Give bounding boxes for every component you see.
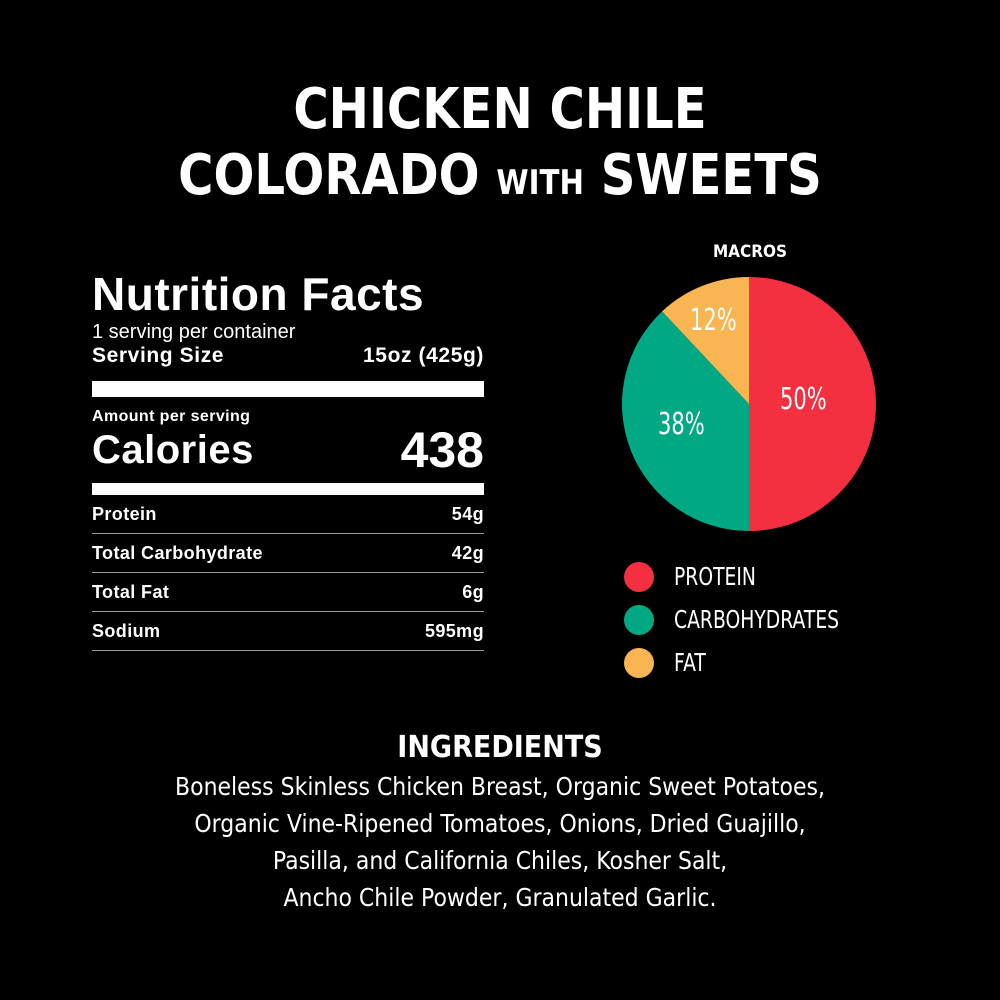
pie-label-protein: 50% bbox=[780, 382, 827, 417]
title-sweets: SWEETS bbox=[600, 143, 822, 208]
macros-chart: MACROS 50% 38% 12% bbox=[620, 240, 880, 531]
thick-divider bbox=[92, 381, 484, 397]
legend-item-carbohydrates: CARBOHYDRATES bbox=[624, 598, 894, 641]
title-line-2: COLORADO WITH SWEETS bbox=[70, 144, 930, 215]
nutrient-label: Protein bbox=[92, 504, 157, 524]
medium-divider bbox=[92, 483, 484, 495]
pie-label-carbohydrates: 38% bbox=[658, 407, 705, 442]
nutrient-row-fat: Total Fat 6g bbox=[92, 573, 484, 612]
macros-legend: PROTEIN CARBOHYDRATES FAT bbox=[624, 555, 894, 684]
pie-label-fat: 12% bbox=[690, 303, 737, 338]
pie-slice-carbohydrates bbox=[622, 311, 749, 531]
calories-label: Calories bbox=[92, 428, 254, 472]
serving-size-label: Serving Size bbox=[92, 344, 225, 367]
carbohydrates-color-dot-icon bbox=[624, 604, 654, 635]
protein-color-dot-icon bbox=[624, 561, 654, 592]
serving-size-row: Serving Size 15oz (425g) bbox=[92, 343, 484, 369]
amount-per-serving: Amount per serving bbox=[92, 408, 251, 425]
nutrient-value: 595mg bbox=[424, 621, 484, 641]
ingredients-line: Organic Vine-Ripened Tomatoes, Onions, D… bbox=[194, 809, 806, 838]
nutrient-row-carbohydrate: Total Carbohydrate 42g bbox=[92, 534, 484, 573]
product-title: CHICKEN CHILE COLORADO WITH SWEETS bbox=[70, 78, 930, 215]
ingredients-section: INGREDIENTS Boneless Skinless Chicken Br… bbox=[0, 728, 1000, 916]
nutrient-value: 54g bbox=[451, 504, 484, 524]
macros-pie-chart bbox=[622, 277, 876, 531]
pie-slice-fat bbox=[662, 277, 749, 404]
ingredients-line: Ancho Chile Powder, Granulated Garlic. bbox=[283, 883, 717, 912]
nutrient-value: 6g bbox=[462, 582, 484, 602]
calories-value: 438 bbox=[400, 422, 484, 478]
pie-slice-protein bbox=[749, 277, 876, 531]
title-colorado: COLORADO bbox=[178, 143, 480, 208]
nutrient-label: Total Fat bbox=[92, 582, 170, 602]
nutrient-value: 42g bbox=[451, 543, 484, 563]
nutrient-label: Total Carbohydrate bbox=[92, 543, 263, 563]
legend-label: CARBOHYDRATES bbox=[674, 605, 840, 634]
calories-row: Calories 438 bbox=[92, 422, 484, 478]
legend-label: FAT bbox=[674, 648, 706, 677]
nutrition-facts-heading: Nutrition Facts bbox=[92, 268, 425, 320]
nutrient-row-protein: Protein 54g bbox=[92, 495, 484, 534]
legend-item-protein: PROTEIN bbox=[624, 555, 894, 598]
ingredients-line: Boneless Skinless Chicken Breast, Organi… bbox=[175, 772, 825, 801]
macros-title: MACROS bbox=[712, 242, 788, 262]
legend-item-fat: FAT bbox=[624, 641, 894, 684]
ingredients-heading: INGREDIENTS bbox=[397, 730, 603, 765]
legend-label: PROTEIN bbox=[674, 562, 756, 591]
title-with: WITH bbox=[496, 163, 584, 203]
title-line-1: CHICKEN CHILE bbox=[293, 77, 707, 142]
nutrient-label: Sodium bbox=[92, 621, 161, 641]
fat-color-dot-icon bbox=[624, 647, 654, 678]
servings-per-container: 1 serving per container bbox=[92, 321, 296, 343]
nutrition-facts-panel: Nutrition Facts 1 serving per container … bbox=[92, 268, 484, 651]
serving-size-value: 15oz (425g) bbox=[363, 344, 484, 367]
ingredients-line: Pasilla, and California Chiles, Kosher S… bbox=[272, 846, 728, 875]
nutrient-row-sodium: Sodium 595mg bbox=[92, 612, 484, 651]
